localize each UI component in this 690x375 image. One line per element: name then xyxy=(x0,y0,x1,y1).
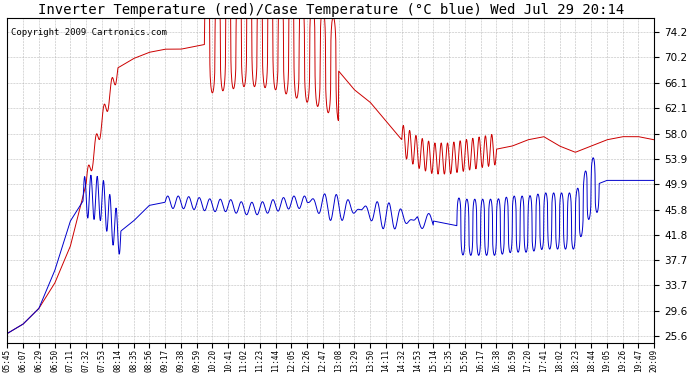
Title: Inverter Temperature (red)/Case Temperature (°C blue) Wed Jul 29 20:14: Inverter Temperature (red)/Case Temperat… xyxy=(38,3,624,17)
Text: Copyright 2009 Cartronics.com: Copyright 2009 Cartronics.com xyxy=(10,28,166,37)
